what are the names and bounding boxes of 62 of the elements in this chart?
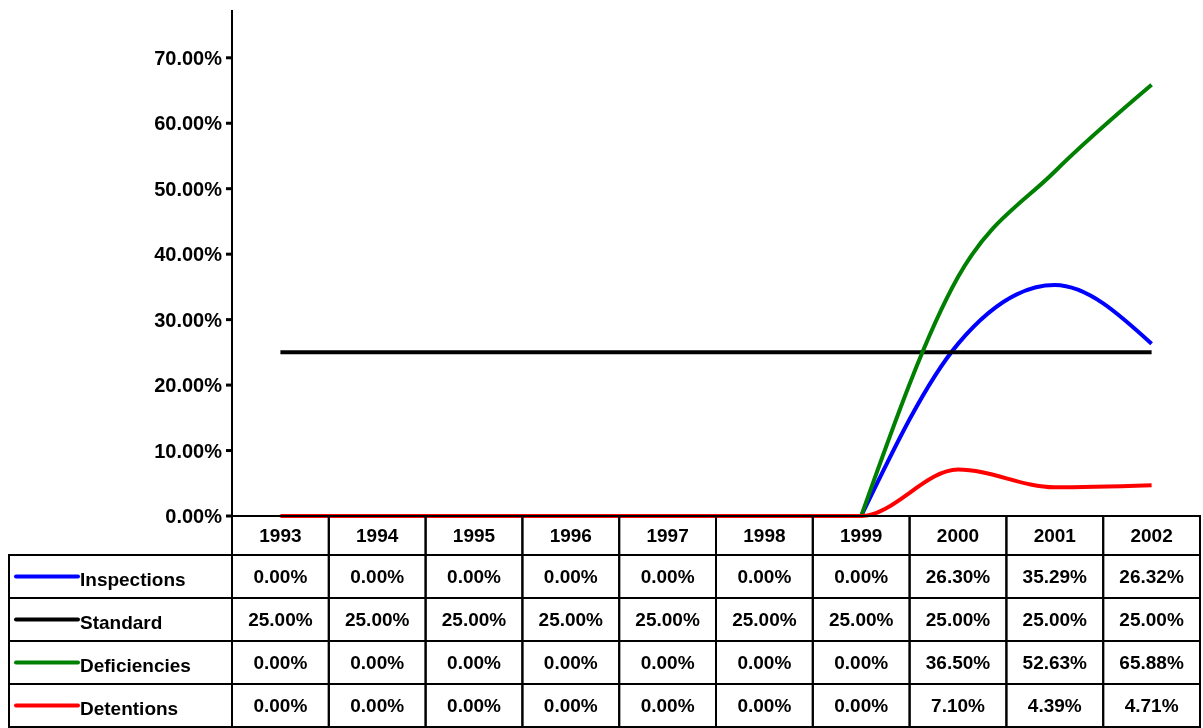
- x-tick-label: 1994: [356, 525, 399, 547]
- data-label: 0.00%: [834, 566, 889, 588]
- y-tick-label: 0.00%: [165, 505, 223, 527]
- text: 0.00%: [543, 566, 598, 588]
- data-label: 35.29%: [1022, 566, 1088, 588]
- data-label: 36.50%: [925, 652, 991, 674]
- text: 0.00%: [737, 566, 792, 588]
- data-label: 4.39%: [1027, 695, 1082, 717]
- x-tick-label: 1999: [840, 525, 883, 547]
- x-tick-label: 1997: [646, 525, 689, 547]
- data-label: 25.00%: [1022, 609, 1088, 631]
- data-label: 7.10%: [931, 695, 986, 717]
- y-tick-label: 60.00%: [154, 112, 223, 135]
- x-tick-label: 1995: [452, 525, 496, 547]
- x-tick-label: 1993: [259, 525, 302, 547]
- y-tick-label: 40.00%: [154, 243, 223, 266]
- text: 0.00%: [447, 652, 501, 674]
- y-tick-label: 30.00%: [154, 308, 223, 331]
- data-label: 0.00%: [640, 695, 695, 717]
- legend-label: Detentions: [80, 698, 179, 719]
- data-label: 0.00%: [834, 652, 889, 674]
- data-label: 0.00%: [253, 695, 308, 717]
- data-label: 25.00%: [344, 609, 410, 631]
- text: 0.00%: [737, 652, 792, 674]
- legend-label: Deficiencies: [80, 655, 191, 676]
- data-label: 0.00%: [737, 695, 792, 717]
- data-label: 26.30%: [925, 566, 991, 588]
- text: 0.00%: [350, 652, 405, 674]
- x-tick-label: 2002: [1130, 525, 1173, 547]
- data-label: 25.00%: [248, 609, 313, 631]
- y-tick-label: 10.00%: [154, 439, 223, 462]
- data-label: 0.00%: [543, 695, 598, 717]
- data-label: 25.00%: [441, 609, 507, 631]
- x-tick-label: 1998: [743, 525, 786, 547]
- y-tick-label: 50.00%: [154, 177, 223, 200]
- data-label: 25.00%: [635, 609, 700, 631]
- data-label: 25.00%: [732, 609, 797, 631]
- legend-label: Inspections: [80, 569, 186, 590]
- text: 0.00%: [253, 652, 308, 674]
- data-label: 0.00%: [834, 695, 889, 717]
- text: 0.00%: [447, 566, 501, 588]
- data-label: 25.00%: [1119, 609, 1184, 631]
- data-label: 25.00%: [828, 609, 894, 631]
- y-tick-label: 20.00%: [154, 374, 223, 397]
- data-label: 0.00%: [447, 695, 502, 717]
- x-tick-label: 2000: [936, 525, 980, 547]
- y-tick-label: 70.00%: [154, 46, 223, 69]
- data-label: 0.00%: [350, 695, 405, 717]
- text: 0.00%: [253, 566, 308, 588]
- data-label: 4.71%: [1124, 695, 1179, 717]
- text: 0.00%: [350, 566, 405, 588]
- data-label: 26.32%: [1119, 566, 1184, 588]
- legend-label: Standard: [80, 612, 163, 633]
- text: 0.00%: [640, 652, 695, 674]
- x-tick-label: 1996: [549, 525, 592, 547]
- data-label: 25.00%: [538, 609, 604, 631]
- data-label: 52.63%: [1022, 652, 1088, 674]
- text: 0.00%: [640, 566, 695, 588]
- text: 0.00%: [543, 652, 598, 674]
- data-label: 25.00%: [925, 609, 991, 631]
- data-label: 65.88%: [1119, 652, 1184, 674]
- x-tick-label: 2001: [1033, 525, 1077, 547]
